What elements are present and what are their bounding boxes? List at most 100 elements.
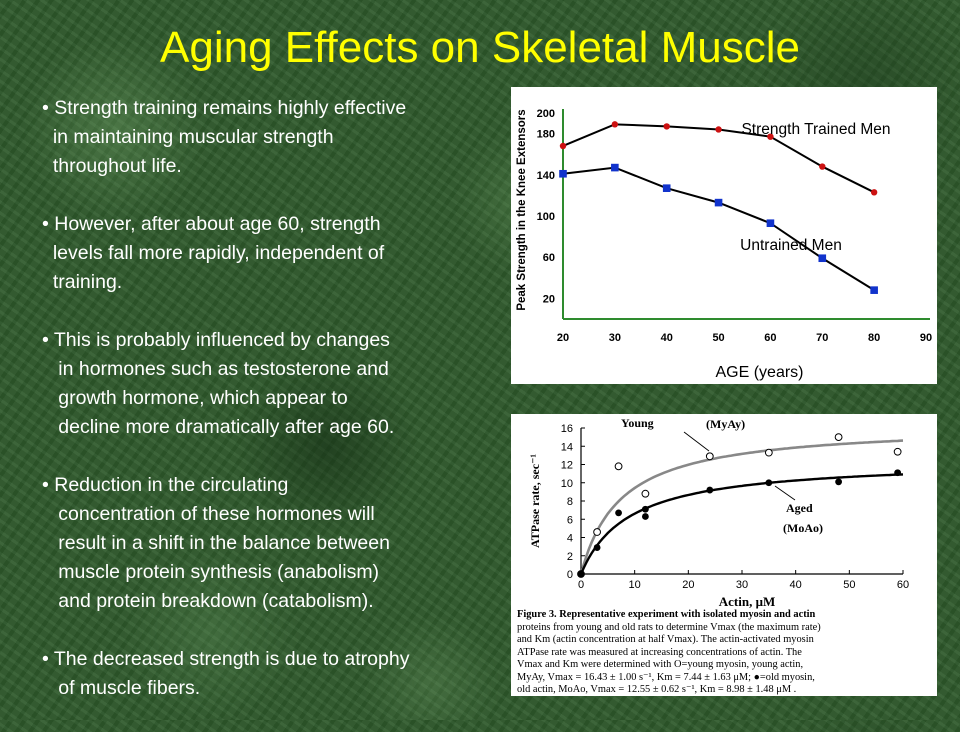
data-point xyxy=(818,254,827,263)
bullet-text-line: growth hormone, which appear to xyxy=(42,387,348,409)
data-point xyxy=(641,489,650,498)
atpase-vs-actin-plot: 0 10 20 30 40 50 60 0 2 4 6 8 10 12 14 16 Actin, μM ATPas… xyxy=(528,416,909,609)
bullet-item: • This is probably influenced by changes… xyxy=(42,326,512,442)
data-point xyxy=(705,452,714,461)
figure-caption: Figure 3. Representative experiment with… xyxy=(517,609,931,697)
bullet-text-line: muscle protein synthesis (anabolism) xyxy=(42,561,380,583)
strength-vs-age-plot: 20 30 40 50 60 70 80 90 20 60 100 140 180 200 AGE (yea… xyxy=(516,108,932,381)
bullet-list: • Strength training remains highly effec… xyxy=(42,94,512,732)
data-point xyxy=(835,478,842,486)
x-tick-label: 0 xyxy=(578,579,584,591)
y-tick-label: 16 xyxy=(561,423,573,435)
series-curve-label: (MoAo) xyxy=(783,521,823,535)
caption-line: Vmax and Km were determined with O=young… xyxy=(517,659,804,670)
bullet-text-line: levels fall more rapidly, independent of xyxy=(42,242,385,264)
atpase-vs-actin-figure: 0 10 20 30 40 50 60 0 2 4 6 8 10 12 14 16 Actin, μM ATPas… xyxy=(511,414,937,696)
x-tick-label: 40 xyxy=(661,332,673,344)
x-tick-label: 60 xyxy=(897,579,909,591)
x-tick-label: 90 xyxy=(920,332,932,344)
data-point xyxy=(577,570,585,578)
bullet-text-line: result in a shift in the balance between xyxy=(42,532,390,554)
bullet-text-line: throughout life. xyxy=(42,155,182,177)
y-tick-label: 10 xyxy=(561,478,573,490)
data-point xyxy=(611,121,619,128)
bullet-item: • The decreased strength is due to atrop… xyxy=(42,645,512,703)
series-label: Young xyxy=(621,416,654,430)
x-tick-label: 20 xyxy=(682,579,694,591)
data-point xyxy=(894,469,902,477)
bullet-item: • Strength training remains highly effec… xyxy=(42,94,512,181)
y-tick-label: 0 xyxy=(567,569,573,581)
data-point xyxy=(819,163,826,170)
slide-title: Aging Effects on Skeletal Muscle xyxy=(160,23,800,72)
y-axis-label: ATPase rate, sec⁻¹ xyxy=(528,454,542,548)
series-curve-label: (MyAy) xyxy=(706,417,745,431)
x-tick-label: 20 xyxy=(557,332,569,344)
caption-line: MyAy, Vmax = 16.43 ± 1.00 s⁻¹, Km = 7.44… xyxy=(517,671,815,683)
caption-line: and Km (actin concentration at half Vmax… xyxy=(517,634,814,645)
y-tick-label: 14 xyxy=(561,441,573,453)
bullet-text-line: of muscle fibers. xyxy=(42,677,201,699)
data-point xyxy=(764,448,773,457)
data-point xyxy=(765,479,773,487)
data-point xyxy=(662,184,671,192)
y-tick-label: 20 xyxy=(543,293,555,305)
data-point xyxy=(593,528,601,536)
y-tick-label: 200 xyxy=(537,108,555,120)
x-tick-label: 30 xyxy=(736,579,748,591)
bullet-text-line: • Strength training remains highly effec… xyxy=(42,97,407,119)
caption-line: Figure 3. Representative experiment with… xyxy=(517,609,816,620)
data-point xyxy=(834,433,843,442)
bullet-text-line: and protein breakdown (catabolism). xyxy=(42,590,374,612)
x-tick-label: 70 xyxy=(816,332,828,344)
x-tick-label: 50 xyxy=(843,579,855,591)
y-tick-label: 140 xyxy=(537,170,555,182)
y-tick-label: 2 xyxy=(567,551,573,563)
data-point xyxy=(870,189,878,196)
caption-line: old actin, MoAo, Vmax = 12.55 ± 0.62 s⁻¹… xyxy=(517,684,797,695)
x-tick-label: 40 xyxy=(790,579,802,591)
bullet-text-line: • However, after about age 60, strength xyxy=(42,213,381,235)
x-tick-label: 80 xyxy=(868,332,880,344)
series-label: Strength Trained Men xyxy=(741,121,890,138)
data-point xyxy=(714,198,723,207)
data-point xyxy=(663,123,670,130)
pointer-line xyxy=(683,431,710,452)
data-point xyxy=(642,513,649,520)
data-point xyxy=(715,126,722,133)
bullet-item: • However, after about age 60, strength … xyxy=(42,210,512,297)
data-point xyxy=(559,142,567,150)
x-tick-label: 60 xyxy=(764,332,776,344)
strength-vs-age-chart: 20 30 40 50 60 70 80 90 20 60 100 140 180 200 AGE (yea… xyxy=(511,87,937,384)
data-point xyxy=(893,447,902,456)
pointer-line xyxy=(774,485,796,501)
y-tick-label: 8 xyxy=(567,496,573,508)
y-tick-label: 4 xyxy=(567,533,573,545)
bullet-text-line: decline more dramatically after age 60. xyxy=(42,416,395,438)
data-point xyxy=(614,462,623,471)
caption-line: ATPase rate was measured at increasing c… xyxy=(517,646,802,658)
bullet-text-line: • The decreased strength is due to atrop… xyxy=(42,648,410,670)
data-point xyxy=(767,133,774,140)
x-tick-label: 10 xyxy=(629,579,641,591)
y-tick-label: 180 xyxy=(537,129,555,141)
data-point xyxy=(615,509,622,517)
data-point xyxy=(559,169,567,178)
bullet-item: • Reduction in the circulating concentra… xyxy=(42,471,512,616)
bullet-text-line: concentration of these hormones will xyxy=(42,503,375,525)
fitted-curve xyxy=(579,473,904,575)
bullet-text-line: in hormones such as testosterone and xyxy=(42,358,389,380)
series-label: Aged xyxy=(786,501,813,515)
y-tick-label: 6 xyxy=(567,514,573,526)
y-tick-label: 100 xyxy=(537,211,555,223)
fitted-curve xyxy=(579,439,904,575)
data-point xyxy=(870,286,878,294)
bullet-text-line: • This is probably influenced by changes xyxy=(42,329,390,351)
data-point xyxy=(593,544,601,551)
bullet-text-line: training. xyxy=(42,271,123,293)
series-line xyxy=(562,166,875,292)
y-tick-label: 60 xyxy=(543,252,555,264)
x-tick-label: 30 xyxy=(609,332,621,344)
series-label: Untrained Men xyxy=(740,237,842,254)
x-tick-label: 50 xyxy=(712,332,724,344)
